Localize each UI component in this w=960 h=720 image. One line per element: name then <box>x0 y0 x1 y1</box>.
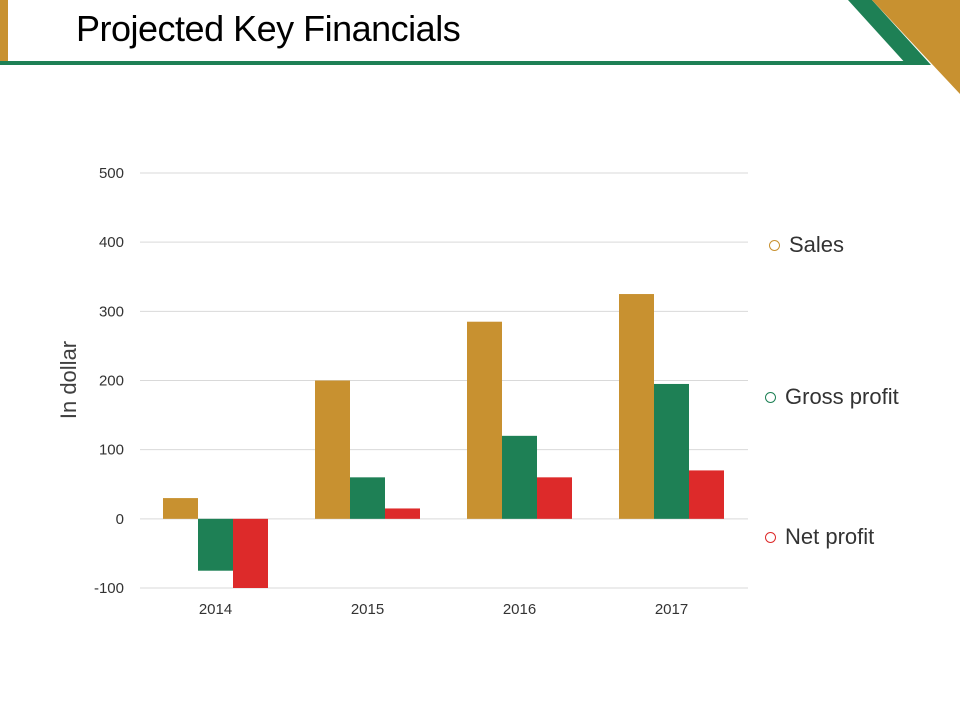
bar-net-profit-2014 <box>233 518 268 588</box>
legend-marker-icon <box>765 531 776 543</box>
x-tick-label: 2014 <box>199 601 232 618</box>
y-tick-label: 200 <box>99 373 124 390</box>
legend-label: Gross profit <box>785 384 899 409</box>
x-tick-label: 2016 <box>503 601 536 618</box>
legend-label: Sales <box>789 232 845 257</box>
legend-label: Net profit <box>785 524 875 549</box>
page-title: Projected Key Financials <box>76 8 461 49</box>
bar-sales-2017 <box>619 294 654 519</box>
y-tick-label: 0 <box>116 511 124 528</box>
bar-sales-2016 <box>467 321 502 519</box>
y-tick-label: 500 <box>99 165 124 182</box>
x-tick-label: 2015 <box>351 601 384 618</box>
legend-item-gross-profit: Gross profit <box>765 384 899 410</box>
y-tick-label: 300 <box>99 303 124 320</box>
bar-net-profit-2015 <box>385 508 420 519</box>
header-left-accent <box>0 0 8 62</box>
y-tick-label: 100 <box>99 442 124 459</box>
y-tick-label: -100 <box>94 580 124 597</box>
bar-net-profit-2016 <box>537 477 572 519</box>
bar-sales-2014 <box>163 498 198 519</box>
bar-gross-profit-2015 <box>350 477 385 519</box>
legend-item-sales: Sales <box>769 232 844 258</box>
bar-sales-2015 <box>315 380 350 519</box>
bar-gross-profit-2017 <box>654 383 689 519</box>
legend-marker-icon <box>765 391 776 403</box>
bar-gross-profit-2016 <box>502 435 537 519</box>
legend-marker-icon <box>769 239 780 251</box>
y-tick-label: 400 <box>99 234 124 251</box>
header-decoration <box>0 0 960 94</box>
bar-net-profit-2017 <box>689 470 724 519</box>
corner-green-stripe <box>848 0 931 65</box>
bar-gross-profit-2014 <box>198 518 233 571</box>
x-tick-label: 2017 <box>655 601 688 618</box>
legend-item-net-profit: Net profit <box>765 524 874 550</box>
header-underline <box>0 61 912 65</box>
corner-gold-triangle <box>872 0 960 94</box>
y-axis-label: In dollar <box>56 341 81 419</box>
